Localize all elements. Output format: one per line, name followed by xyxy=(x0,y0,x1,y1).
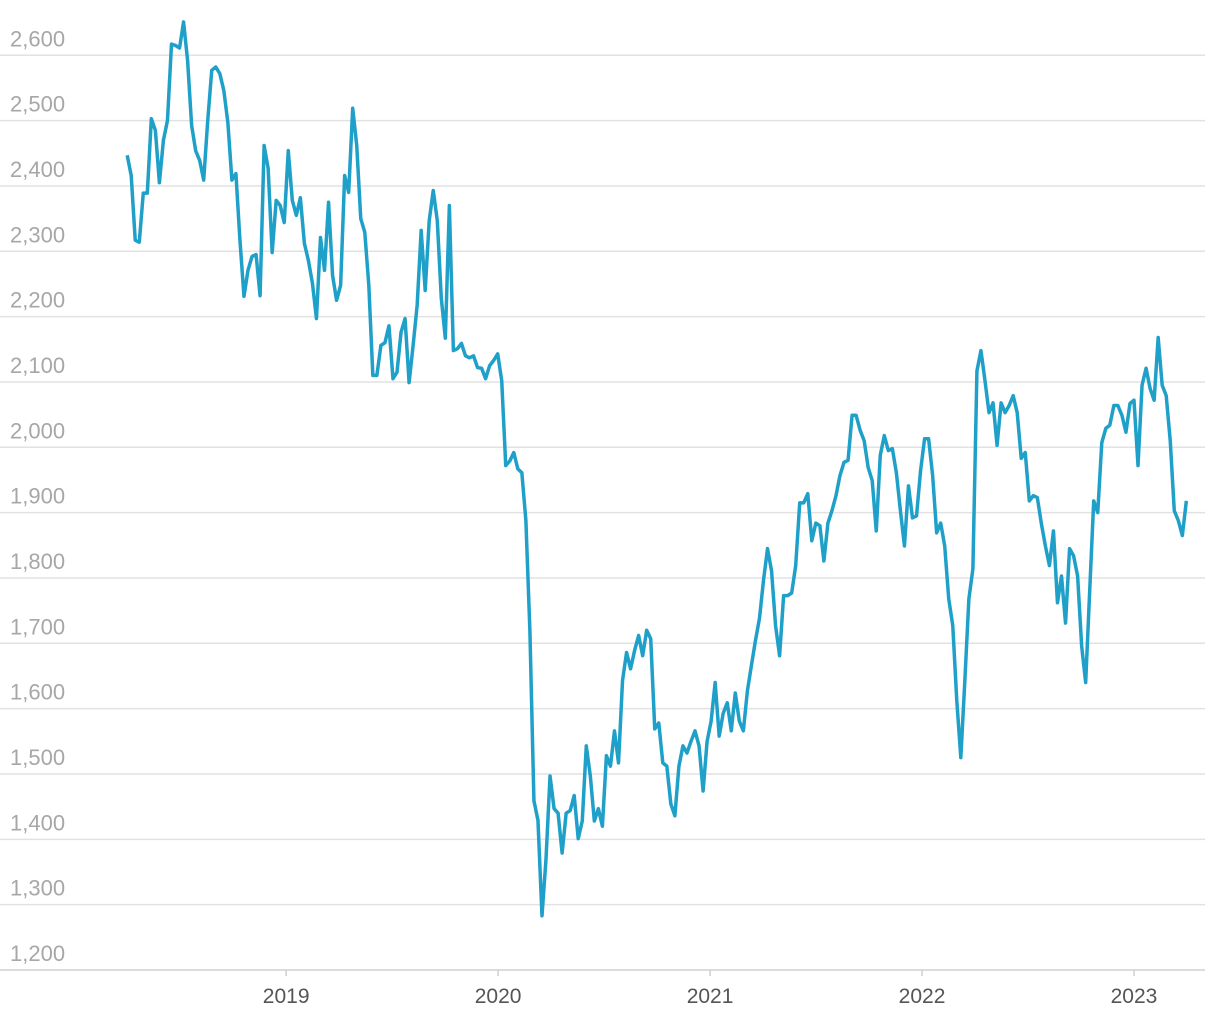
y-tick-label: 1,500 xyxy=(10,745,65,770)
y-tick-label: 1,200 xyxy=(10,941,65,966)
x-tick-label: 2019 xyxy=(263,985,310,1008)
y-tick-label: 1,600 xyxy=(10,680,65,705)
y-tick-label: 1,700 xyxy=(10,614,65,639)
x-tick-label: 2023 xyxy=(1111,985,1158,1008)
x-tick-label: 2022 xyxy=(899,985,946,1008)
y-tick-label: 2,200 xyxy=(10,288,65,313)
line xyxy=(125,20,1189,918)
y-tick-label: 1,900 xyxy=(10,484,65,509)
y-tick-label: 2,100 xyxy=(10,353,65,378)
x-tick-label: 2020 xyxy=(475,985,522,1008)
y-tick-label: 2,400 xyxy=(10,157,65,182)
y-tick-label: 1,400 xyxy=(10,810,65,835)
y-tick-label: 2,300 xyxy=(10,222,65,247)
y-tick-label: 2,500 xyxy=(10,92,65,117)
y-tick-label: 1,800 xyxy=(10,549,65,574)
y-tick-label: 1,300 xyxy=(10,876,65,901)
x-tick-label: 2021 xyxy=(687,985,734,1008)
y-tick-label: 2,000 xyxy=(10,418,65,443)
y-tick-label: 2,600 xyxy=(10,26,65,51)
